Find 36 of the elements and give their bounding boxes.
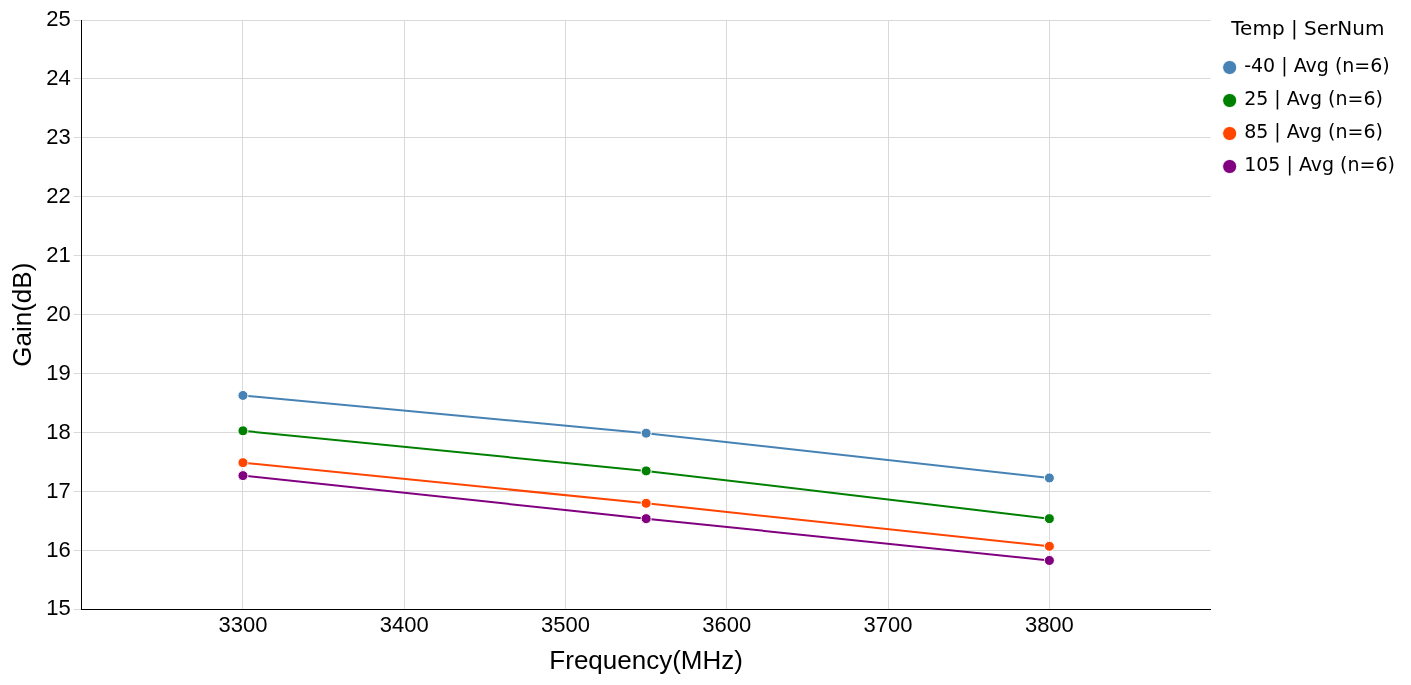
legend-label: 85 | Avg (n=6) — [1244, 120, 1383, 144]
y-tick-label: 25 — [46, 6, 71, 32]
y-tick-label: 22 — [46, 182, 71, 208]
point — [640, 427, 652, 439]
legend-label: 25 | Avg (n=6) — [1244, 87, 1383, 111]
x-tick-label: 3500 — [541, 611, 590, 637]
y-tick-label: 16 — [46, 536, 71, 562]
legend-title: Temp | SerNum — [1230, 16, 1385, 41]
y-tick-label: 18 — [46, 418, 71, 444]
y-tick-label: 15 — [46, 595, 71, 621]
x-tick-label: 3700 — [863, 611, 913, 637]
point — [640, 513, 652, 525]
y-tick-label: 21 — [46, 241, 71, 267]
y-axis-title: Gain(dB) — [6, 262, 37, 367]
legend-label: 105 | Avg (n=6) — [1244, 153, 1396, 177]
point — [640, 465, 652, 477]
y-tick-label: 23 — [46, 123, 71, 149]
x-tick-label: 3400 — [379, 611, 429, 637]
x-tick-label: 3600 — [702, 611, 752, 637]
point — [1043, 513, 1055, 525]
point — [237, 389, 249, 401]
y-tick-label: 24 — [46, 65, 71, 90]
y-tick-label: 19 — [46, 359, 71, 385]
point — [237, 470, 249, 482]
point — [1043, 472, 1055, 484]
point — [237, 457, 249, 469]
x-tick-label: 3300 — [218, 611, 268, 637]
point — [237, 425, 249, 437]
y-tick-label: 17 — [46, 477, 71, 503]
y-tick-label: 20 — [46, 300, 71, 326]
point — [640, 497, 652, 509]
x-axis-title: Frequency(MHz) — [549, 644, 743, 675]
legend-label: -40 | Avg (n=6) — [1244, 54, 1390, 78]
x-tick-label: 3800 — [1024, 611, 1074, 637]
point — [1043, 554, 1055, 566]
point — [1043, 540, 1055, 552]
